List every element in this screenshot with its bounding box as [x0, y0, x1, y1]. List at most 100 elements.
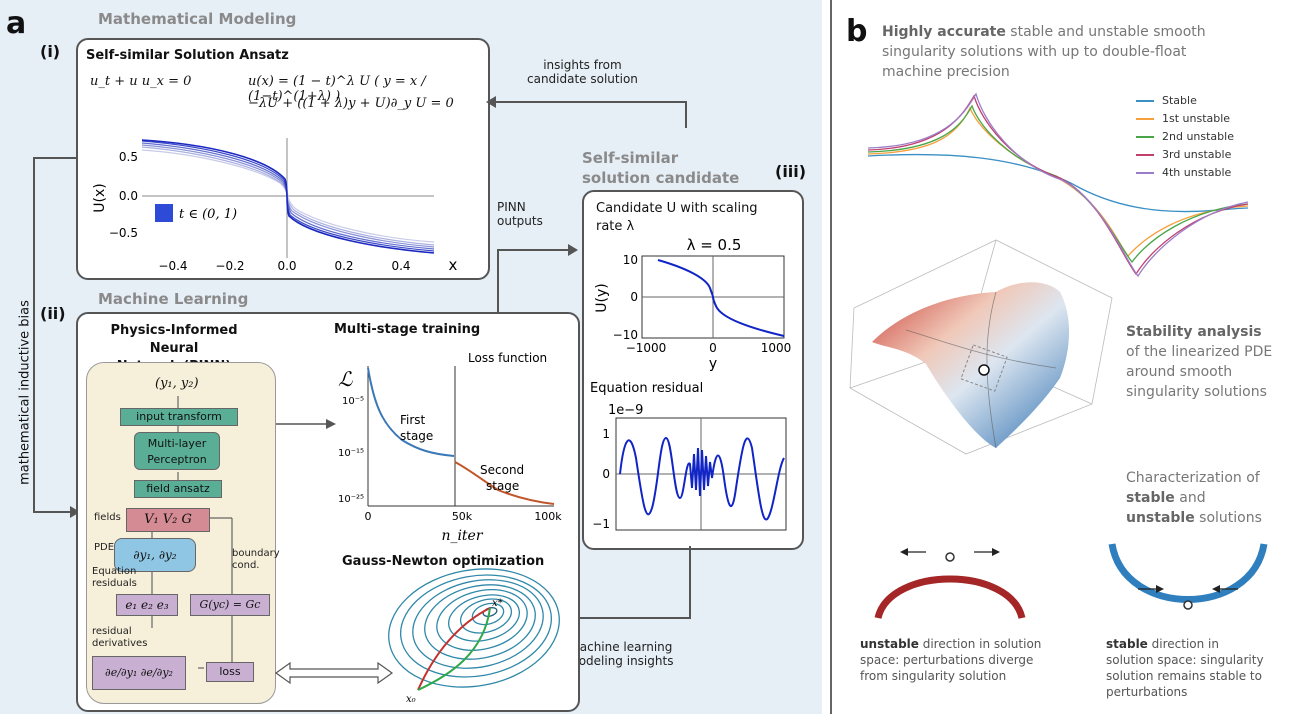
second-stage-label-1: Second — [480, 463, 524, 477]
ansatz-curve-6 — [141, 139, 435, 254]
unstable-illustration — [874, 548, 1026, 620]
stable-ball — [1183, 600, 1193, 610]
training-ylabel: ℒ — [338, 367, 353, 391]
gd-path — [417, 607, 491, 691]
candidate-plot: λ = 0.5 10 0 −10 −1000 0 1000 y U(y) — [594, 236, 791, 372]
stable-arrowhead-left — [1156, 585, 1164, 593]
residual-ytick: 1 — [602, 427, 610, 441]
stable-bowl — [1108, 543, 1268, 603]
stability-line-2: around smooth — [1126, 364, 1233, 380]
saddle-meridian — [905, 329, 1057, 369]
lambda-label: λ = 0.5 — [687, 236, 742, 254]
pde-node: ∂y₁, ∂y₂ — [114, 538, 196, 572]
ml-section-title: Machine Learning — [98, 290, 249, 308]
pinn-title-1: Physics-Informed Neural — [110, 323, 238, 356]
solution-profiles-plot — [867, 92, 1249, 278]
legend-label: Stable — [1162, 94, 1197, 107]
boundary-line-2: cond. — [232, 560, 260, 571]
training-ytick: 10⁻¹⁵ — [338, 448, 364, 459]
unstable-line-2: space: perturbations diverge — [860, 653, 1034, 667]
char-stable: stable — [1126, 490, 1175, 506]
ansatz-xtick: −0.2 — [215, 259, 244, 272]
stable-description: stable direction in solution space: sing… — [1106, 636, 1264, 700]
stability-bold: Stability analysis — [1126, 324, 1262, 340]
second-stage-curve — [454, 461, 555, 505]
mlp-line-2: Perceptron — [147, 453, 207, 466]
panel-b-letter: b — [846, 14, 868, 49]
ansatz-legend-label: t ∈ (0, 1) — [179, 207, 237, 222]
inductive-bias-label: mathematical inductive bias — [17, 300, 33, 485]
candidate-ytick: 10 — [623, 253, 638, 267]
saddle-point — [978, 364, 990, 376]
legend-label: 1st unstable — [1162, 112, 1231, 125]
residual-derivatives-label: residual derivatives — [92, 626, 147, 650]
profiles-legend: Stable 1st unstable 2nd unstable 3rd uns… — [1136, 92, 1234, 182]
candidate-xlabel: y — [709, 356, 717, 372]
pinn-inputs: (y₁, y₂) — [155, 376, 199, 391]
training-title: Multi-stage training — [334, 322, 481, 337]
candidate-ytick: 0 — [630, 290, 638, 304]
stable-line-4: perturbations — [1106, 685, 1188, 699]
ansatz-xtick: −0.4 — [158, 259, 187, 272]
training-ytick: 10⁻⁵ — [342, 396, 364, 407]
panel-a-letter: a — [6, 6, 27, 41]
candidate-title-line-1: Self-similar — [582, 149, 679, 167]
insights-label-line-2: candidate solution — [527, 72, 638, 86]
characterization-description: Characterization of stable and unstable … — [1126, 468, 1262, 528]
training-xlabel: n_iter — [441, 528, 483, 544]
eq-residuals-label: Equation residuals — [92, 566, 137, 590]
residual-plot: Equation residual 1e−9 1 0 −1 — [590, 381, 787, 531]
loss-optim-double-arrow — [274, 661, 394, 685]
accurate-rest-1: stable and unstable smooth — [1005, 24, 1206, 40]
legend-label: 4th unstable — [1162, 166, 1232, 179]
unstable-arc — [874, 575, 1026, 620]
roman-ii: (ii) — [40, 304, 66, 323]
candidate-xtick: −1000 — [626, 341, 667, 355]
legend-entry: 3rd unstable — [1136, 146, 1234, 164]
unstable-ball — [945, 552, 955, 562]
legend-entry: 1st unstable — [1136, 110, 1234, 128]
ansatz-xtick: 0.0 — [277, 259, 296, 272]
unstable-description: unstable direction in solution space: pe… — [860, 636, 1041, 684]
fields-node: V₁ V₂ G — [126, 508, 210, 532]
residual-ytick: 0 — [602, 467, 610, 481]
loss-function-label: Loss function — [468, 351, 547, 365]
ansatz-ytick: −0.5 — [109, 226, 138, 240]
unstable-rest-1: direction in solution — [918, 637, 1042, 651]
input-transform-node: input transform — [120, 408, 238, 426]
roman-i: (i) — [40, 42, 61, 61]
residual-ytick: −1 — [592, 517, 610, 531]
stable-line-2: solution space: singularity — [1106, 653, 1264, 667]
accurate-line-3: machine precision — [882, 64, 1010, 80]
ansatz-curves — [141, 139, 435, 254]
candidate-title-1: Candidate U with scaling — [596, 201, 758, 216]
ml-insights-line-1: machine learning — [568, 640, 673, 654]
insights-arrow — [486, 96, 687, 128]
boundary-line-1: boundary — [232, 548, 280, 559]
burgers-equation: u_t + u u_x = 0 — [90, 74, 192, 89]
stable-rest-1: direction in — [1147, 637, 1219, 651]
fields-label: fields — [94, 512, 121, 523]
first-stage-label-1: First — [400, 413, 426, 427]
profile-equation: −λU + ((1 + λ)y + U)∂_y U = 0 — [248, 96, 454, 111]
stable-curve — [867, 153, 1249, 213]
mlp-node: Multi-layer Perceptron — [134, 432, 220, 470]
char-unstable: unstable — [1126, 510, 1195, 526]
ansatz-xtick: 0.2 — [334, 259, 353, 272]
ansatz-title: Self-similar Solution Ansatz — [86, 48, 289, 63]
accurate-bold: Highly accurate — [882, 24, 1006, 40]
candidate-xtick: 0 — [709, 341, 717, 355]
legend-entry: 2nd unstable — [1136, 128, 1234, 146]
stability-line-1: of the linearized PDE — [1126, 344, 1273, 360]
ansatz-ylabel: U(x) — [92, 183, 108, 212]
residual-derivatives-line-2: derivatives — [92, 638, 148, 649]
char-and: and — [1174, 490, 1206, 506]
training-ytick: 10⁻²⁵ — [338, 494, 364, 505]
ml-insights-label: machine learning modeling insights — [567, 640, 673, 668]
residual-title: Equation residual — [590, 381, 703, 396]
derivative-node: ∂e/∂y₁ ∂e/∂y₂ — [92, 656, 186, 690]
pinn-connectors — [151, 396, 233, 669]
gauss-newton-title: Gauss-Newton optimization — [342, 554, 545, 569]
x-star-label: x* — [492, 598, 503, 609]
insights-label-line-1: insights from — [543, 58, 622, 72]
